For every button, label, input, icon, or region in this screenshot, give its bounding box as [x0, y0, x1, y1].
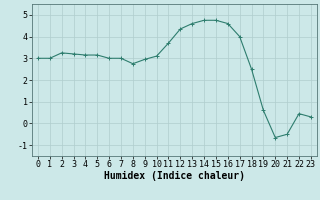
X-axis label: Humidex (Indice chaleur): Humidex (Indice chaleur): [104, 171, 245, 181]
